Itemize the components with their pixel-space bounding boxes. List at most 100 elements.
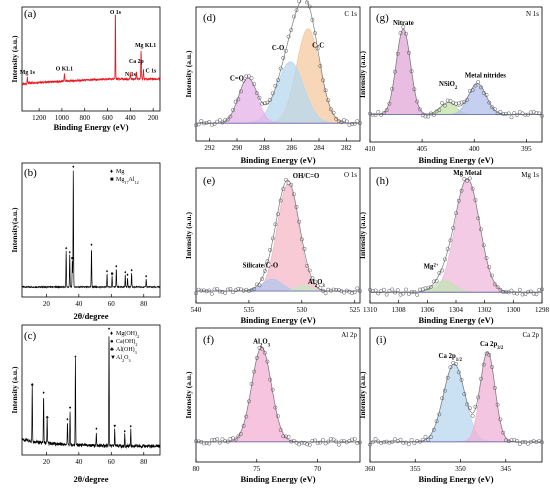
data-point xyxy=(262,350,267,355)
data-point xyxy=(523,112,528,117)
data-point xyxy=(531,110,536,114)
x-tick-label: 1200 xyxy=(32,114,47,122)
x-tick-label: 600 xyxy=(102,114,113,122)
data-point xyxy=(241,423,246,428)
data-point xyxy=(334,287,339,292)
legend-marker: ♣ xyxy=(110,347,114,353)
data-point xyxy=(426,114,431,119)
data-point xyxy=(415,438,420,443)
data-point xyxy=(398,437,403,442)
data-point xyxy=(448,98,453,103)
data-point xyxy=(315,283,320,288)
x-tick-label: 282 xyxy=(341,144,352,152)
peak-label: C-C xyxy=(312,43,324,50)
data-point xyxy=(498,417,503,422)
data-point xyxy=(498,287,503,292)
data-point xyxy=(465,178,470,183)
data-point xyxy=(334,439,339,444)
data-point xyxy=(315,46,320,51)
data-point xyxy=(244,414,249,419)
data-point xyxy=(429,435,433,439)
data-point xyxy=(318,440,323,445)
x-tick-label: 1298 xyxy=(535,306,550,314)
data-point xyxy=(512,111,517,115)
x-axis-label: Binding Energy (eV) xyxy=(240,315,315,325)
fit-component-c-o xyxy=(196,61,360,124)
core-level-label: Mg 1s xyxy=(521,171,539,179)
data-point xyxy=(404,440,409,445)
data-point xyxy=(495,402,500,407)
data-point xyxy=(379,113,384,117)
data-point xyxy=(207,120,212,124)
data-point xyxy=(254,91,259,96)
data-point xyxy=(523,440,528,445)
x-tick-label: 535 xyxy=(244,306,255,314)
data-point xyxy=(481,362,486,367)
data-point xyxy=(223,290,228,295)
x-tick-label: 20 xyxy=(43,458,51,466)
data-point xyxy=(323,88,328,93)
spectrum-line xyxy=(21,14,161,86)
x-tick-label: 80 xyxy=(140,300,148,308)
data-point xyxy=(492,385,497,390)
data-point xyxy=(423,434,428,439)
phase-marker: ♦ xyxy=(124,428,127,433)
data-point xyxy=(437,108,442,113)
data-point xyxy=(540,287,544,292)
x-tick-label: 400 xyxy=(125,114,136,122)
data-point xyxy=(236,434,241,439)
data-point xyxy=(415,99,420,104)
data-point xyxy=(520,439,525,444)
data-point xyxy=(350,437,355,442)
data-point xyxy=(344,288,349,293)
data-point xyxy=(398,292,403,297)
data-point xyxy=(270,387,275,392)
data-point xyxy=(434,278,439,283)
data-point xyxy=(358,440,362,445)
data-point xyxy=(370,289,375,293)
panel-c: 20 40 60 80 2θ/degree Intensity (a.u.) (c) ♣ ♦ ♣ ♦… xyxy=(10,324,161,484)
x-tick-label: 70 xyxy=(314,465,322,473)
data-point xyxy=(456,198,461,203)
data-point xyxy=(412,87,417,92)
x-tick-label: 40 xyxy=(75,458,83,466)
data-point xyxy=(368,442,372,447)
data-point xyxy=(204,289,209,294)
data-point xyxy=(395,51,400,56)
data-point xyxy=(515,112,519,117)
data-point xyxy=(260,346,265,351)
data-point xyxy=(501,112,506,117)
x-axis-label: Binding Energy (eV) xyxy=(418,474,493,484)
data-point xyxy=(233,99,238,104)
legend-label: Mg17Al12 xyxy=(116,177,139,185)
data-point xyxy=(434,419,439,424)
data-point xyxy=(212,122,217,127)
data-point xyxy=(537,288,542,292)
x-tick-label: 410 xyxy=(365,145,376,153)
data-point xyxy=(207,441,212,446)
data-point xyxy=(225,117,230,122)
spectrum-line xyxy=(21,336,161,449)
x-tick-label: 60 xyxy=(108,458,116,466)
panel-a: 1200 1000 800 600 400 200 Binding Energy (eV) I… xyxy=(10,6,161,132)
panel-label: (h) xyxy=(376,175,389,187)
data-point xyxy=(289,182,294,187)
data-point xyxy=(254,282,259,287)
peak-label: Mg KL1 xyxy=(135,43,156,49)
x-tick-label: 80 xyxy=(193,465,201,473)
data-point xyxy=(201,121,206,126)
data-point xyxy=(273,83,278,88)
data-point xyxy=(467,89,472,94)
peak-label: Silicate/C-O xyxy=(243,262,279,269)
data-point xyxy=(305,442,310,447)
data-point xyxy=(276,78,280,83)
data-point xyxy=(487,352,492,357)
data-point xyxy=(393,69,397,74)
x-tick-label: 40 xyxy=(75,300,83,308)
data-point xyxy=(268,377,273,382)
data-point xyxy=(286,434,291,439)
data-point xyxy=(417,107,422,112)
plot-frame xyxy=(21,6,161,112)
legend-label: Al(OH)3 xyxy=(116,346,137,355)
data-point xyxy=(252,287,257,291)
